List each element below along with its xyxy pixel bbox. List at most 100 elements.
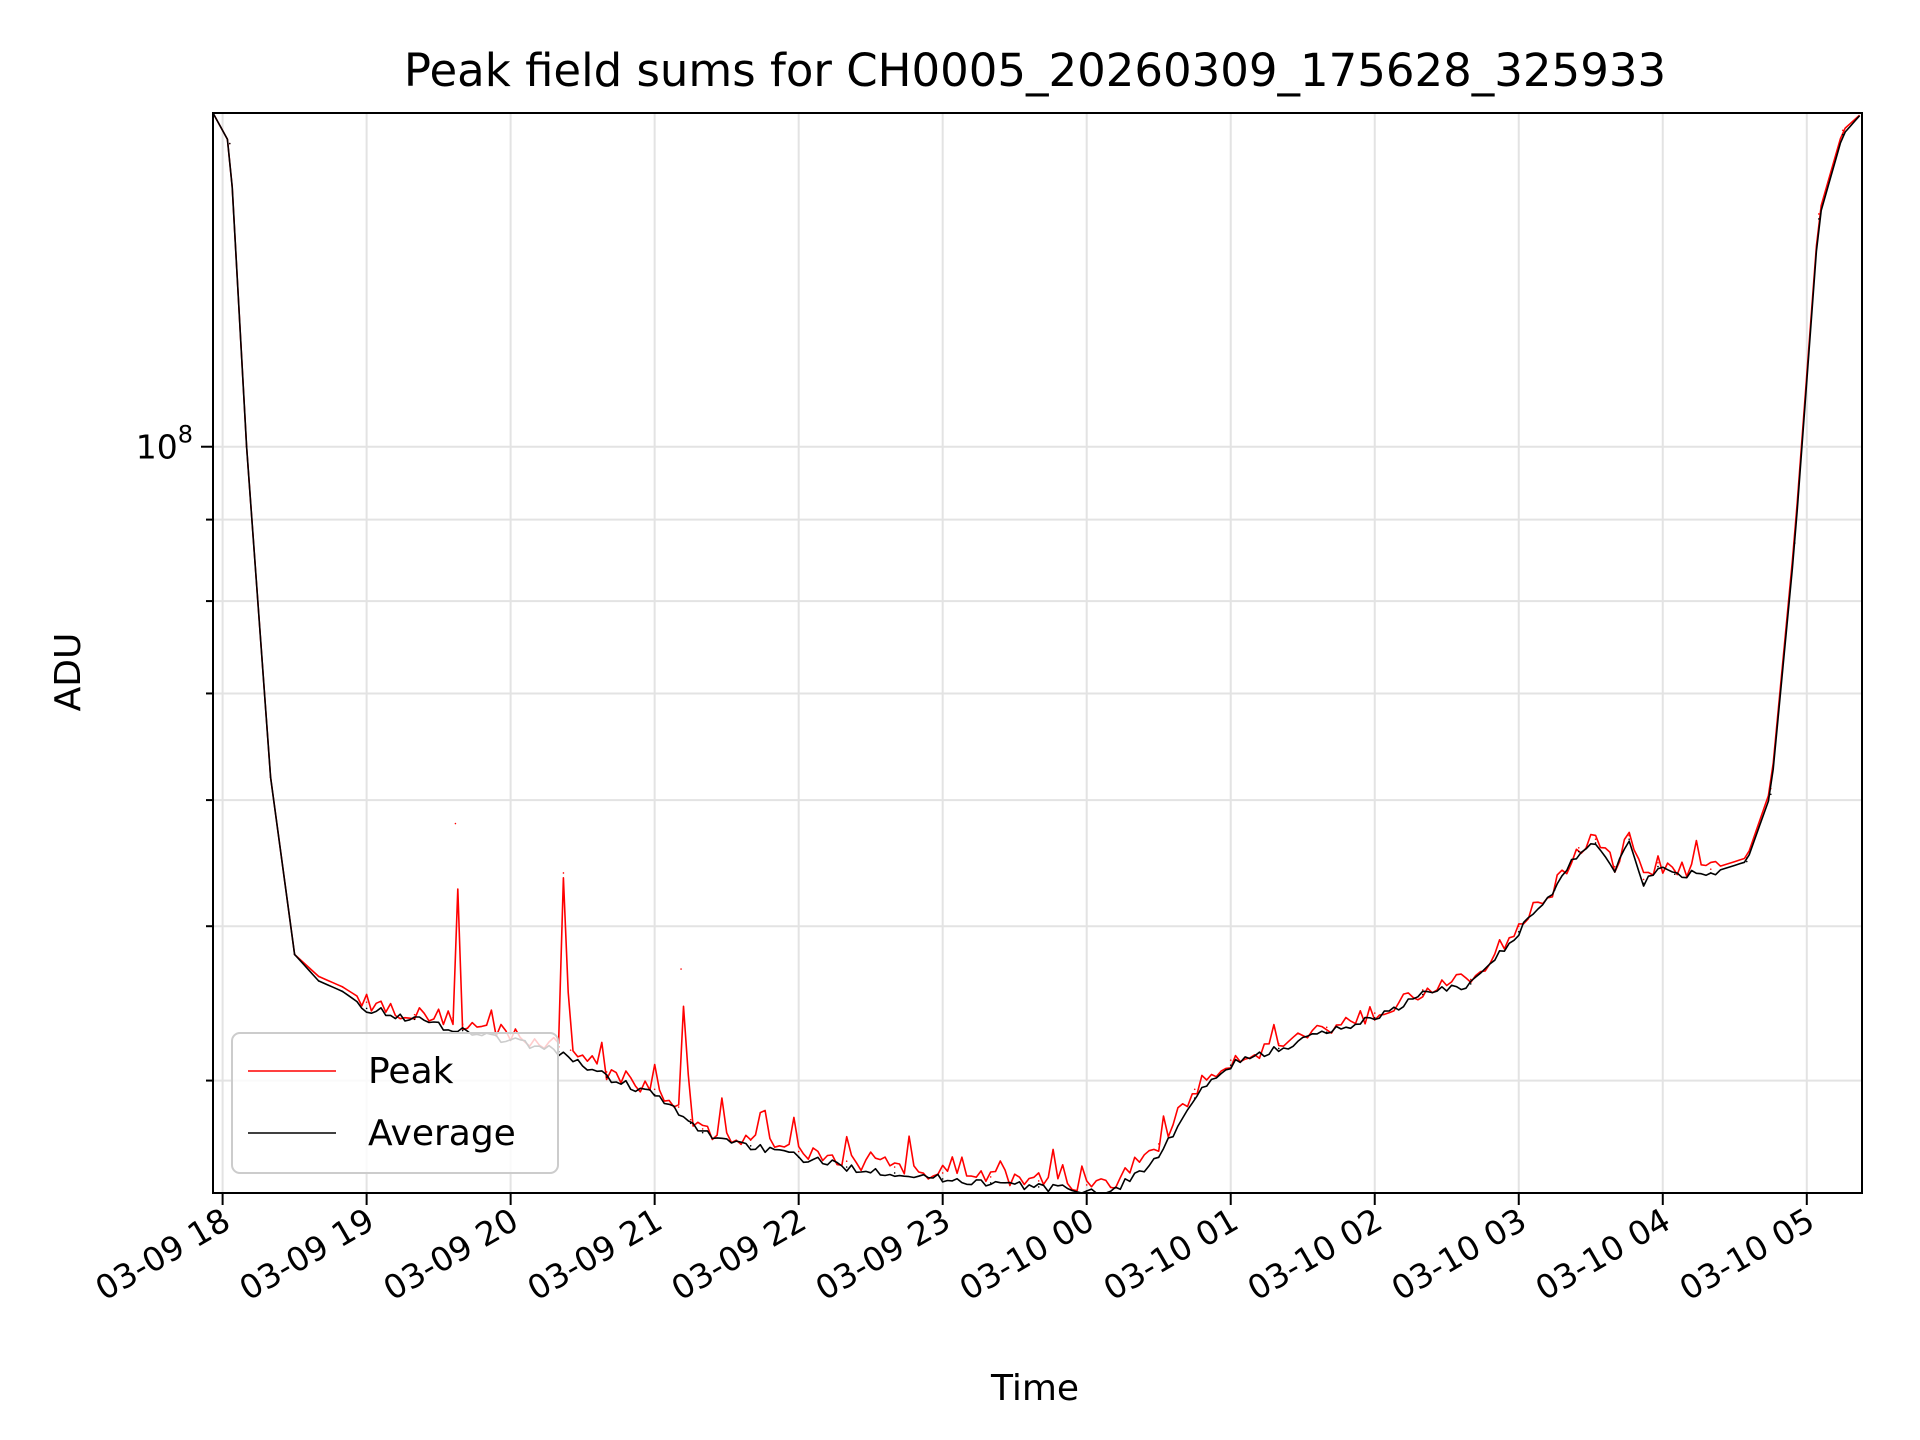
series-point-peak [341,986,344,988]
series-point-average [797,1156,800,1159]
series-point-average [341,990,344,993]
series-point-average [941,1178,944,1180]
legend-label-peak: Peak [368,1051,454,1092]
series-point-average [1594,842,1597,844]
series-point-peak [677,1106,680,1108]
series-point-peak [1229,1059,1232,1061]
series-point-peak [1037,1180,1040,1182]
series-point-average [1657,865,1659,868]
y-axis-label: ADU [48,633,89,712]
series-point-peak [1642,878,1645,881]
series-point-peak [1628,834,1630,837]
series-point-average [1793,542,1796,544]
series-point-peak [1193,1088,1196,1091]
series-point-peak [845,1160,848,1162]
series-point-average [245,445,248,448]
series-point-peak [653,1088,656,1091]
series-point-average [461,1029,464,1032]
series-point-peak [1517,925,1520,928]
series-point-average [1157,1156,1160,1159]
series-point-average [1577,850,1580,853]
series-point-average [1841,133,1844,136]
series-point-peak [1085,1184,1088,1186]
series-point-average [365,1007,368,1010]
series-point-average [1373,1016,1376,1019]
series-point-peak [569,1049,572,1051]
series-point-average [1817,218,1820,220]
legend-label-average: Average [368,1113,516,1154]
series-point-average [749,1145,752,1147]
series-point-average [1642,882,1645,885]
series-point-average [605,1076,608,1078]
series-point-average [1709,872,1712,874]
x-axis-label: Time [990,1368,1079,1409]
series-point-average [1037,1186,1040,1188]
series-point-peak [680,968,682,970]
series-point-peak [1277,1042,1280,1045]
series-point-average [1517,930,1520,933]
series-point-average [1229,1064,1232,1066]
series-point-average [269,776,272,779]
series-point-peak [1673,869,1676,872]
series-point-average [845,1166,848,1168]
series-point-peak [689,1118,692,1121]
series-point-average [317,980,320,982]
series-point-peak [893,1166,896,1168]
y-tick-label: 108 [136,421,193,467]
series-point-peak [1657,862,1659,864]
series-point-average [1277,1047,1280,1050]
series-point-average [1193,1097,1196,1099]
series-point-peak [317,975,320,978]
series-point-peak [1421,989,1424,991]
series-point-peak [1594,838,1597,841]
series-point-peak [605,1071,608,1073]
series-point-average [1085,1190,1088,1192]
series-point-peak [461,1023,464,1025]
series-point-peak [1613,865,1616,868]
series-point-average [413,1018,416,1021]
plot-frame [212,112,1863,1194]
series-point-average [1673,873,1676,876]
series-point-average [893,1172,896,1174]
series-point-average [1325,1031,1328,1033]
grid-layer [213,113,1862,1193]
series-point-peak [1109,1186,1112,1188]
series-point-average [1613,869,1616,872]
series-point-average [1421,993,1424,996]
series-point-peak [941,1172,944,1174]
legend-box [231,1032,559,1174]
series-point-peak [749,1139,752,1141]
series-point-average [1469,983,1472,985]
series-point-average [989,1182,992,1184]
series-point-average [1769,793,1772,796]
series-point-peak [1373,1012,1376,1014]
series-point-peak [1577,847,1580,849]
series-point-peak [454,822,457,825]
series-point-peak [1325,1026,1328,1029]
series-point-peak [1841,129,1844,132]
series-point-average [689,1122,692,1125]
series-point-peak [452,1016,454,1019]
series-point-average [653,1093,656,1096]
series-point-peak [797,1150,800,1153]
series-point-average [293,953,296,956]
series-point-peak [1157,1143,1160,1145]
chart-title: Peak field sums for CH0005_20260309_1756… [404,44,1666,97]
legend: Peak Average [231,1032,559,1174]
series-point-average [701,1131,704,1134]
series-point-peak [989,1176,992,1178]
series-point-peak [701,1128,704,1130]
series-point-average [1628,838,1630,841]
series-point-average [1553,889,1556,891]
series-point-average [229,142,231,145]
series-point-peak [1817,213,1820,215]
series-point-peak [1553,885,1556,887]
series-point-peak [562,872,565,874]
series-point-peak [1469,978,1472,981]
series-point-peak [1709,868,1712,870]
series-point-average [1745,860,1748,863]
series-point-peak [413,1013,416,1016]
series-point-peak [365,1001,368,1003]
